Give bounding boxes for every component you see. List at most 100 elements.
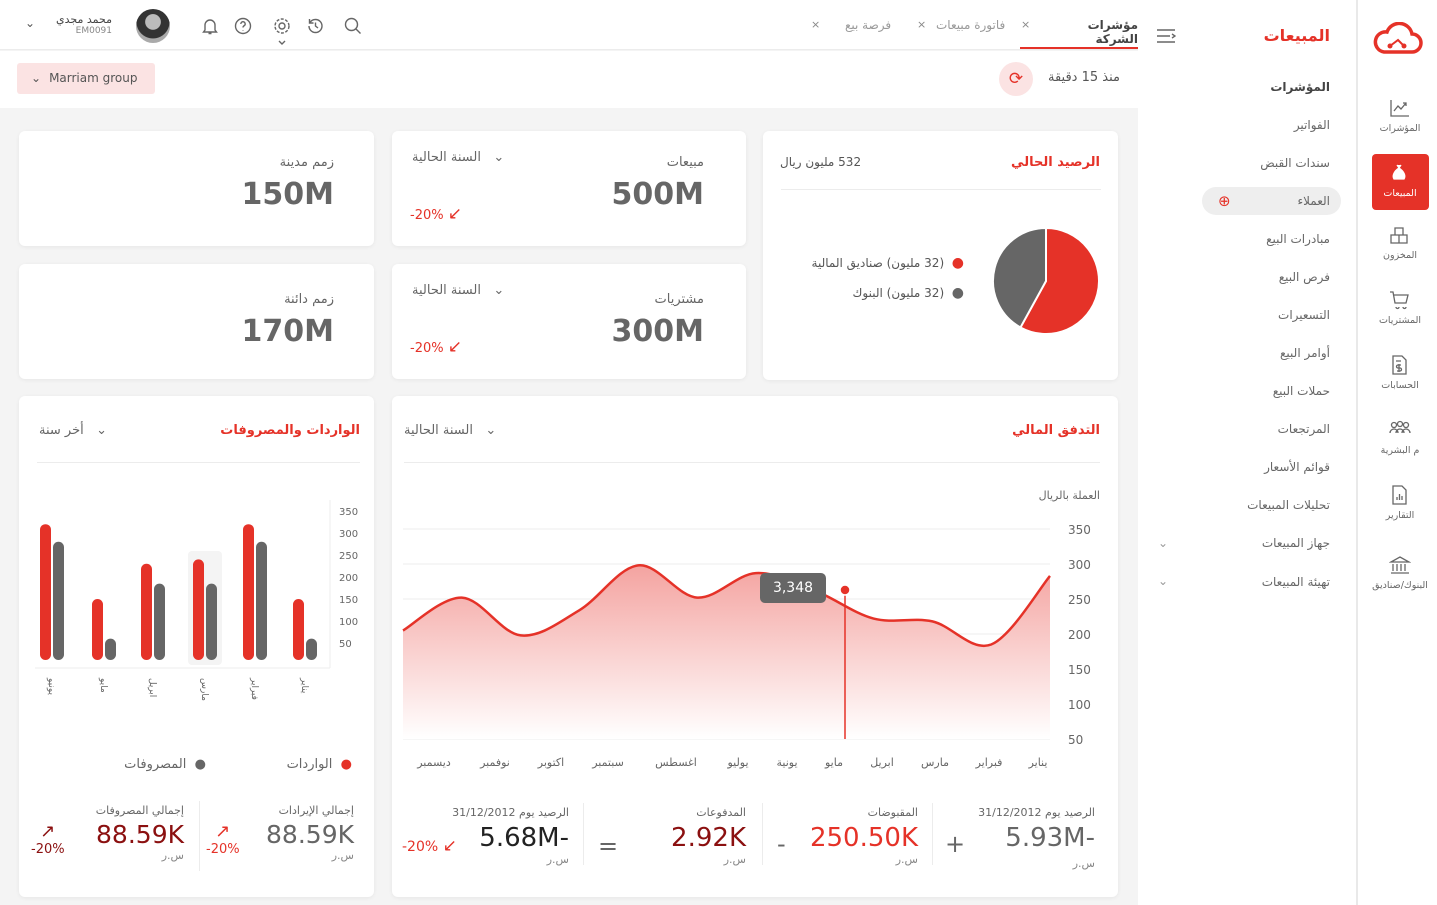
history-icon[interactable] (306, 17, 324, 35)
bar (256, 541, 267, 660)
kpi-value: 150M (241, 177, 334, 212)
trend-up-icon: ↗ (40, 821, 56, 842)
y-tick-label: 300 (339, 529, 358, 540)
add-customer-icon[interactable]: ⊕ (1218, 192, 1231, 210)
period-selector[interactable]: ⌄ السنة الحالية (404, 423, 496, 438)
menu-item[interactable]: المرتجعات (1277, 422, 1330, 436)
menu-item[interactable]: المؤشرات (1270, 80, 1330, 94)
summary-label: إجمالي المصروفات (95, 804, 184, 817)
rail-label: البنوك/صناديق (1372, 580, 1428, 591)
user-id: EM0091 (75, 26, 112, 36)
company-selector[interactable]: ⌄ Marriam group (17, 63, 155, 94)
balance-total: 532 مليون ريال (780, 155, 862, 169)
kpi-label: مبيعات (666, 155, 704, 170)
last-updated: منذ 15 دقيقة (1048, 70, 1120, 85)
x-tick-label: ابريل (147, 678, 157, 697)
legend-label: (32 مليون) صناديق المالية (811, 256, 945, 270)
menu-item[interactable]: حملات البيع (1272, 384, 1330, 398)
menu-item[interactable]: التسعيرات (1278, 308, 1330, 322)
collapse-menu-icon[interactable] (1156, 28, 1176, 44)
search-icon[interactable] (344, 17, 362, 35)
menu-item[interactable]: سندات القبض (1260, 156, 1330, 170)
period-selector[interactable]: ⌄ السنة الحالية (412, 283, 512, 298)
menu-item[interactable]: تهيئة المبيعات (1261, 575, 1330, 589)
bar (40, 524, 51, 660)
opening-balance: الرصيد يوم 31/12/2012 5.93M- س.ر (940, 806, 1095, 870)
chevron-down-icon: ⌄ (493, 283, 505, 298)
cloud-logo-icon (1373, 22, 1423, 54)
tab-close-icon[interactable]: × (917, 18, 927, 31)
rail-item[interactable]: المخزون (1366, 225, 1434, 261)
kpi-label: زمم دائنة (284, 292, 334, 307)
rail-item[interactable]: التقارير (1366, 485, 1434, 521)
tab-sales-opportunity[interactable]: فرصة بيع (845, 18, 892, 32)
period-selector[interactable]: ⌄ أخر سنة (39, 423, 107, 438)
menu-item[interactable]: فرص البيع (1278, 270, 1330, 284)
tab-sales-invoice[interactable]: فاتورة مبيعات (936, 18, 1006, 32)
closing-balance: الرصيد يوم 31/12/2012 5.68M- س.ر (440, 806, 569, 866)
legend-label: الواردات (286, 757, 333, 772)
menu-item[interactable]: قوائم الأسعار (1264, 460, 1330, 474)
period-label: السنة الحالية (404, 423, 473, 438)
x-tick-label: يونية (776, 756, 797, 769)
chevron-down-icon[interactable]: ⌄ (1158, 574, 1169, 588)
rail-item[interactable]: م البشرية (1366, 420, 1434, 456)
tab-company-indicators[interactable]: مؤشرات الشركة (1087, 18, 1138, 46)
bell-icon[interactable] (202, 17, 218, 35)
legend-label: (32 مليون) البنوك (852, 286, 945, 300)
menu-item[interactable]: أوامر البيع (1280, 346, 1330, 360)
summary-label: الرصيد يوم 31/12/2012 (978, 806, 1095, 819)
summary-label: الرصيد يوم 31/12/2012 (452, 806, 569, 819)
kpi-change: -20% ↙ (410, 337, 462, 357)
user-menu-chevron-icon[interactable]: ⌄ (25, 16, 36, 30)
x-tick-label: ابريل (870, 756, 894, 769)
line-series (402, 564, 1051, 648)
currency-unit: س.ر (895, 853, 918, 866)
bar (306, 638, 317, 660)
closing-change: -20% ↙ (402, 836, 457, 856)
sales-menu: المبيعات المؤشرات الفواتير سندات القبض العم… (1138, 0, 1356, 905)
menu-item[interactable]: تحليلات المبيعات (1247, 498, 1330, 512)
payments: المدفوعات 2.92K س.ر (640, 806, 746, 866)
kpi-value: 300M (611, 314, 704, 349)
total-expense: إجمالي المصروفات 88.59K س.ر (96, 804, 184, 862)
tab-close-icon[interactable]: × (1021, 18, 1031, 31)
menu-item-highlight (1202, 187, 1341, 215)
currency-unit: س.ر (161, 849, 184, 862)
refresh-icon[interactable]: ⟳ (999, 62, 1033, 96)
summary-value: 5.68M- (479, 823, 569, 853)
kpi-label: مشتريات (654, 292, 704, 307)
menu-item[interactable]: جهاز المبيعات (1261, 536, 1330, 550)
menu-item[interactable]: الفواتير (1293, 118, 1330, 132)
help-icon[interactable] (234, 17, 252, 35)
bar (53, 541, 64, 660)
user-info[interactable]: محمد مجدي EM0091 (52, 13, 112, 36)
tab-close-icon[interactable]: × (811, 18, 821, 31)
cart-icon (1390, 291, 1409, 310)
menu-item[interactable]: العملاء (1297, 194, 1330, 208)
module-rail: المؤشرات المبيعات المخزون المشتريات الحسابات… (1356, 0, 1437, 905)
balance-pie-chart (992, 226, 1100, 335)
x-tick-label: مارس (921, 756, 949, 769)
y-tick-label: 200 (1068, 628, 1091, 642)
legend-expense: ● المصروفات (124, 757, 206, 772)
rail-item[interactable]: المؤشرات (1366, 98, 1434, 134)
trend-down-icon: ↙ (447, 337, 462, 357)
avatar[interactable] (136, 9, 170, 43)
rail-item[interactable]: الحسابات (1366, 355, 1434, 391)
chevron-down-icon[interactable]: ⌄ (1158, 536, 1169, 550)
rail-item[interactable]: المبيعات (1366, 163, 1434, 199)
settings-icon[interactable] (272, 16, 292, 46)
menu-item[interactable]: مبادرات البيع (1266, 232, 1330, 246)
y-tick-label: 300 (1068, 558, 1091, 572)
rail-item[interactable]: المشتريات (1366, 290, 1434, 326)
rail-item[interactable]: البنوك/صناديق (1366, 555, 1434, 591)
kpi-value: 170M (241, 314, 334, 349)
rail-label: المبيعات (1383, 188, 1417, 199)
expense-change: ↗ -20% (31, 821, 65, 857)
bar (92, 599, 103, 660)
y-tick-label: 150 (339, 595, 358, 606)
summary-label: المدفوعات (696, 806, 746, 819)
period-selector[interactable]: ⌄ السنة الحالية (412, 150, 512, 165)
trend-down-icon: ↙ (447, 204, 462, 224)
